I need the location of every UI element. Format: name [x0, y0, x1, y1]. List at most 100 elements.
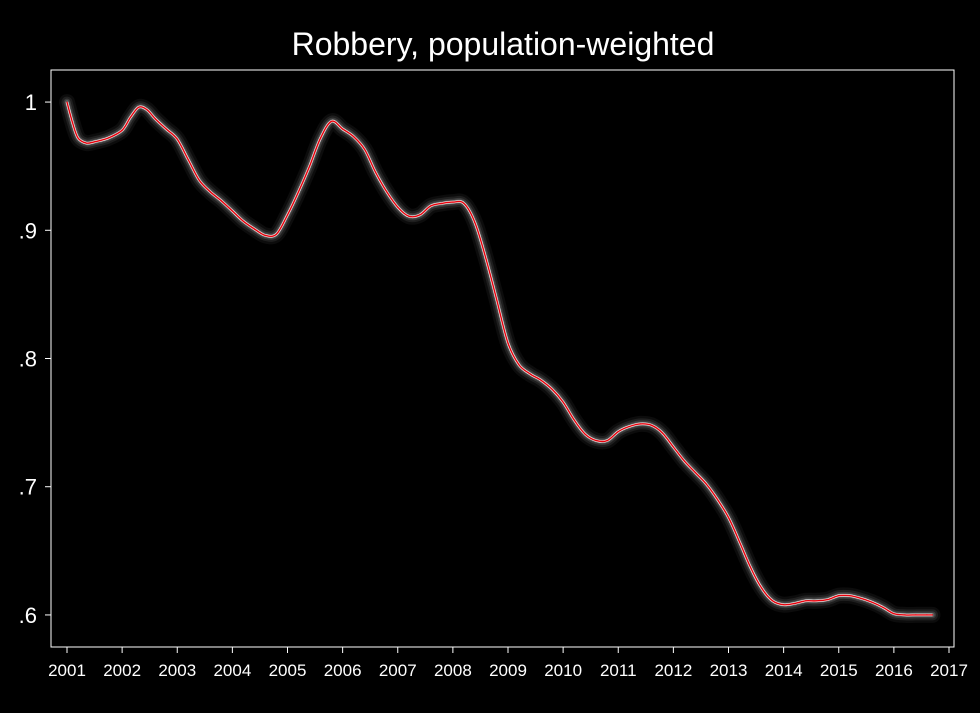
- y-tick-label: .6: [19, 603, 37, 628]
- data-point: [187, 159, 189, 161]
- x-tick-label: 2017: [930, 661, 968, 680]
- data-point: [562, 401, 564, 403]
- data-point: [705, 483, 708, 485]
- data-point: [286, 214, 289, 216]
- x-tick-label: 2009: [489, 661, 527, 680]
- data-point: [683, 460, 686, 462]
- data-point: [146, 109, 148, 111]
- data-point: [463, 202, 465, 204]
- x-tick-label: 2008: [434, 661, 472, 680]
- data-point: [253, 228, 255, 230]
- data-point: [672, 446, 675, 448]
- data-point: [915, 614, 917, 616]
- data-point: [617, 431, 619, 433]
- y-tick-label: .8: [19, 347, 37, 372]
- data-point: [474, 222, 476, 224]
- data-point: [661, 432, 663, 434]
- data-point: [584, 433, 586, 435]
- data-point: [871, 601, 873, 603]
- data-point: [129, 116, 131, 118]
- data-point: [331, 120, 333, 122]
- data-point: [77, 137, 79, 139]
- data-point: [408, 215, 410, 217]
- data-point: [931, 614, 934, 616]
- data-point: [71, 122, 74, 124]
- data-point: [297, 191, 300, 193]
- data-point: [397, 206, 399, 208]
- data-point: [430, 205, 432, 207]
- x-tick-label: 2006: [324, 661, 362, 680]
- data-point: [107, 137, 109, 139]
- data-point: [496, 300, 498, 302]
- data-point: [198, 179, 200, 181]
- data-point: [694, 472, 697, 474]
- data-point: [94, 141, 96, 143]
- x-tick-label: 2005: [269, 661, 307, 680]
- data-point: [893, 613, 895, 615]
- data-point: [441, 202, 443, 204]
- data-point: [849, 595, 851, 597]
- data-point: [595, 440, 597, 442]
- data-point: [783, 604, 785, 606]
- series-layer: [65, 101, 934, 617]
- data-point: [805, 600, 807, 602]
- data-point: [926, 614, 928, 616]
- data-point: [573, 419, 575, 421]
- data-point: [750, 566, 752, 569]
- data-point: [761, 587, 763, 589]
- confidence-band-path: [65, 100, 935, 618]
- x-tick-label: 2001: [48, 661, 86, 680]
- x-tick-label: 2016: [875, 661, 913, 680]
- x-tick-label: 2012: [654, 661, 692, 680]
- data-point: [242, 220, 244, 222]
- data-point: [220, 200, 222, 202]
- data-point: [716, 498, 719, 501]
- data-point: [320, 137, 322, 139]
- data-point: [639, 423, 641, 425]
- data-point: [85, 142, 87, 144]
- data-point: [827, 599, 829, 601]
- data-point: [838, 595, 840, 597]
- data-point: [452, 201, 454, 203]
- data-point: [138, 106, 140, 108]
- data-point: [727, 516, 730, 519]
- x-tick-label: 2014: [765, 661, 803, 680]
- data-point: [165, 128, 167, 130]
- data-point: [540, 379, 542, 381]
- data-point: [507, 342, 509, 344]
- x-tick-label: 2007: [379, 661, 417, 680]
- data-point: [342, 128, 344, 130]
- confidence-band: [59, 94, 941, 624]
- data-point: [309, 165, 311, 167]
- y-axis: .6 .7 .8 .9 1: [19, 90, 51, 628]
- y-tick-label: .7: [19, 475, 37, 500]
- x-axis: 2001 2002 2003 2004 2005 2006 2007 2008 2009 2010…: [48, 647, 968, 680]
- series-line: [66, 101, 933, 616]
- data-point: [375, 172, 377, 174]
- x-tick-label: 2015: [820, 661, 858, 680]
- x-tick-label: 2003: [158, 661, 196, 680]
- data-point: [904, 614, 906, 616]
- data-point: [551, 388, 553, 390]
- data-point: [794, 602, 796, 605]
- data-point: [738, 541, 741, 543]
- x-tick-label: 2011: [600, 661, 637, 680]
- x-tick-label: 2010: [544, 661, 582, 680]
- data-point: [154, 118, 156, 120]
- data-point: [485, 257, 487, 260]
- data-point: [650, 424, 652, 426]
- data-point: [419, 214, 421, 216]
- data-point: [231, 210, 233, 212]
- x-tick-label: 2002: [103, 661, 141, 680]
- data-point: [353, 136, 355, 138]
- data-point: [386, 191, 388, 193]
- data-point: [772, 600, 774, 602]
- data-point: [275, 233, 278, 235]
- data-point: [264, 234, 266, 236]
- data-point: [364, 148, 366, 151]
- data-point: [606, 440, 608, 442]
- data-point: [121, 129, 123, 131]
- data-point: [66, 101, 68, 103]
- data-point: [529, 373, 531, 375]
